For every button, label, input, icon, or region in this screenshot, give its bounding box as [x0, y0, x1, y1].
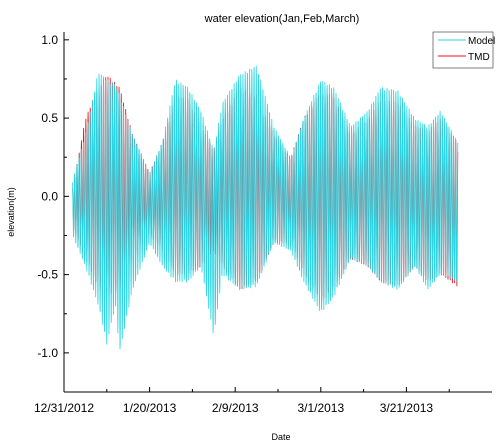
y-tick-label: 1.0	[41, 33, 58, 47]
legend-box	[432, 31, 494, 69]
legend-model-label: Model	[468, 36, 495, 47]
legend-tmd-label: TMD	[468, 52, 490, 63]
x-tick-label: 12/31/2012	[34, 401, 94, 415]
y-tick-label: 0.0	[41, 189, 58, 203]
x-tick-label: 3/21/2013	[380, 401, 434, 415]
ticks-layer: 1.0 0.5 0.0 -0.5 -1.0 12/31/2012 1/20/2013 2/9/…	[34, 33, 450, 415]
y-axis-label: elevation(m)	[6, 187, 16, 237]
x-axis-label: Date	[271, 432, 290, 442]
chart-title: water elevation(Jan,Feb,March)	[204, 13, 360, 25]
y-tick-label: -0.5	[37, 268, 58, 282]
y-tick-label: -1.0	[37, 346, 58, 360]
y-tick-label: 0.5	[41, 111, 58, 125]
series-line-model	[72, 65, 459, 350]
x-tick-label: 3/1/2013	[297, 401, 344, 415]
x-tick-label: 1/20/2013	[123, 401, 177, 415]
legend: Model TMD	[432, 31, 495, 69]
x-tick-label: 2/9/2013	[212, 401, 259, 415]
series-layer	[72, 65, 459, 350]
